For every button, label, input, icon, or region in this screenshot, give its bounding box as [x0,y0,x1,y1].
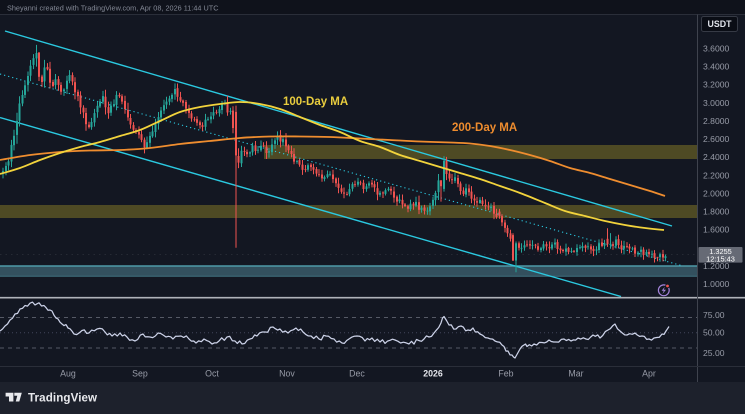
svg-text:Sheyanni created with TradingV: Sheyanni created with TradingView.com, A… [7,4,218,13]
svg-text:Nov: Nov [279,369,295,379]
svg-text:75.00: 75.00 [703,310,725,320]
svg-text:1.8000: 1.8000 [703,207,730,217]
svg-text:1.2000: 1.2000 [703,261,730,271]
svg-text:100-Day MA: 100-Day MA [283,96,348,108]
svg-text:USDT: USDT [708,19,733,29]
svg-text:2.6000: 2.6000 [703,134,730,144]
svg-text:200-Day MA: 200-Day MA [452,122,517,134]
svg-text:2.4000: 2.4000 [703,152,730,162]
svg-text:2.8000: 2.8000 [703,116,730,126]
svg-text:3.6000: 3.6000 [703,44,730,54]
svg-text:Dec: Dec [349,369,365,379]
svg-text:2.0000: 2.0000 [703,189,730,199]
svg-text:Apr: Apr [642,369,656,379]
svg-text:2.2000: 2.2000 [703,170,730,180]
svg-text:Oct: Oct [205,369,219,379]
svg-text:3.0000: 3.0000 [703,98,730,108]
svg-text:Sep: Sep [132,369,148,379]
svg-text:3.2000: 3.2000 [703,80,730,90]
svg-text:1.3255: 1.3255 [709,247,732,256]
svg-text:1.6000: 1.6000 [703,225,730,235]
svg-text:1.0000: 1.0000 [703,279,730,289]
svg-text:12:15:43: 12:15:43 [706,254,735,263]
svg-text:2026: 2026 [423,369,443,379]
svg-text:TradingView: TradingView [28,392,98,405]
svg-text:Feb: Feb [498,369,513,379]
svg-text:Mar: Mar [568,369,583,379]
svg-text:25.00: 25.00 [703,348,725,358]
svg-text:50.00: 50.00 [703,328,725,338]
svg-text:3.4000: 3.4000 [703,62,730,72]
svg-text:Aug: Aug [60,369,76,379]
